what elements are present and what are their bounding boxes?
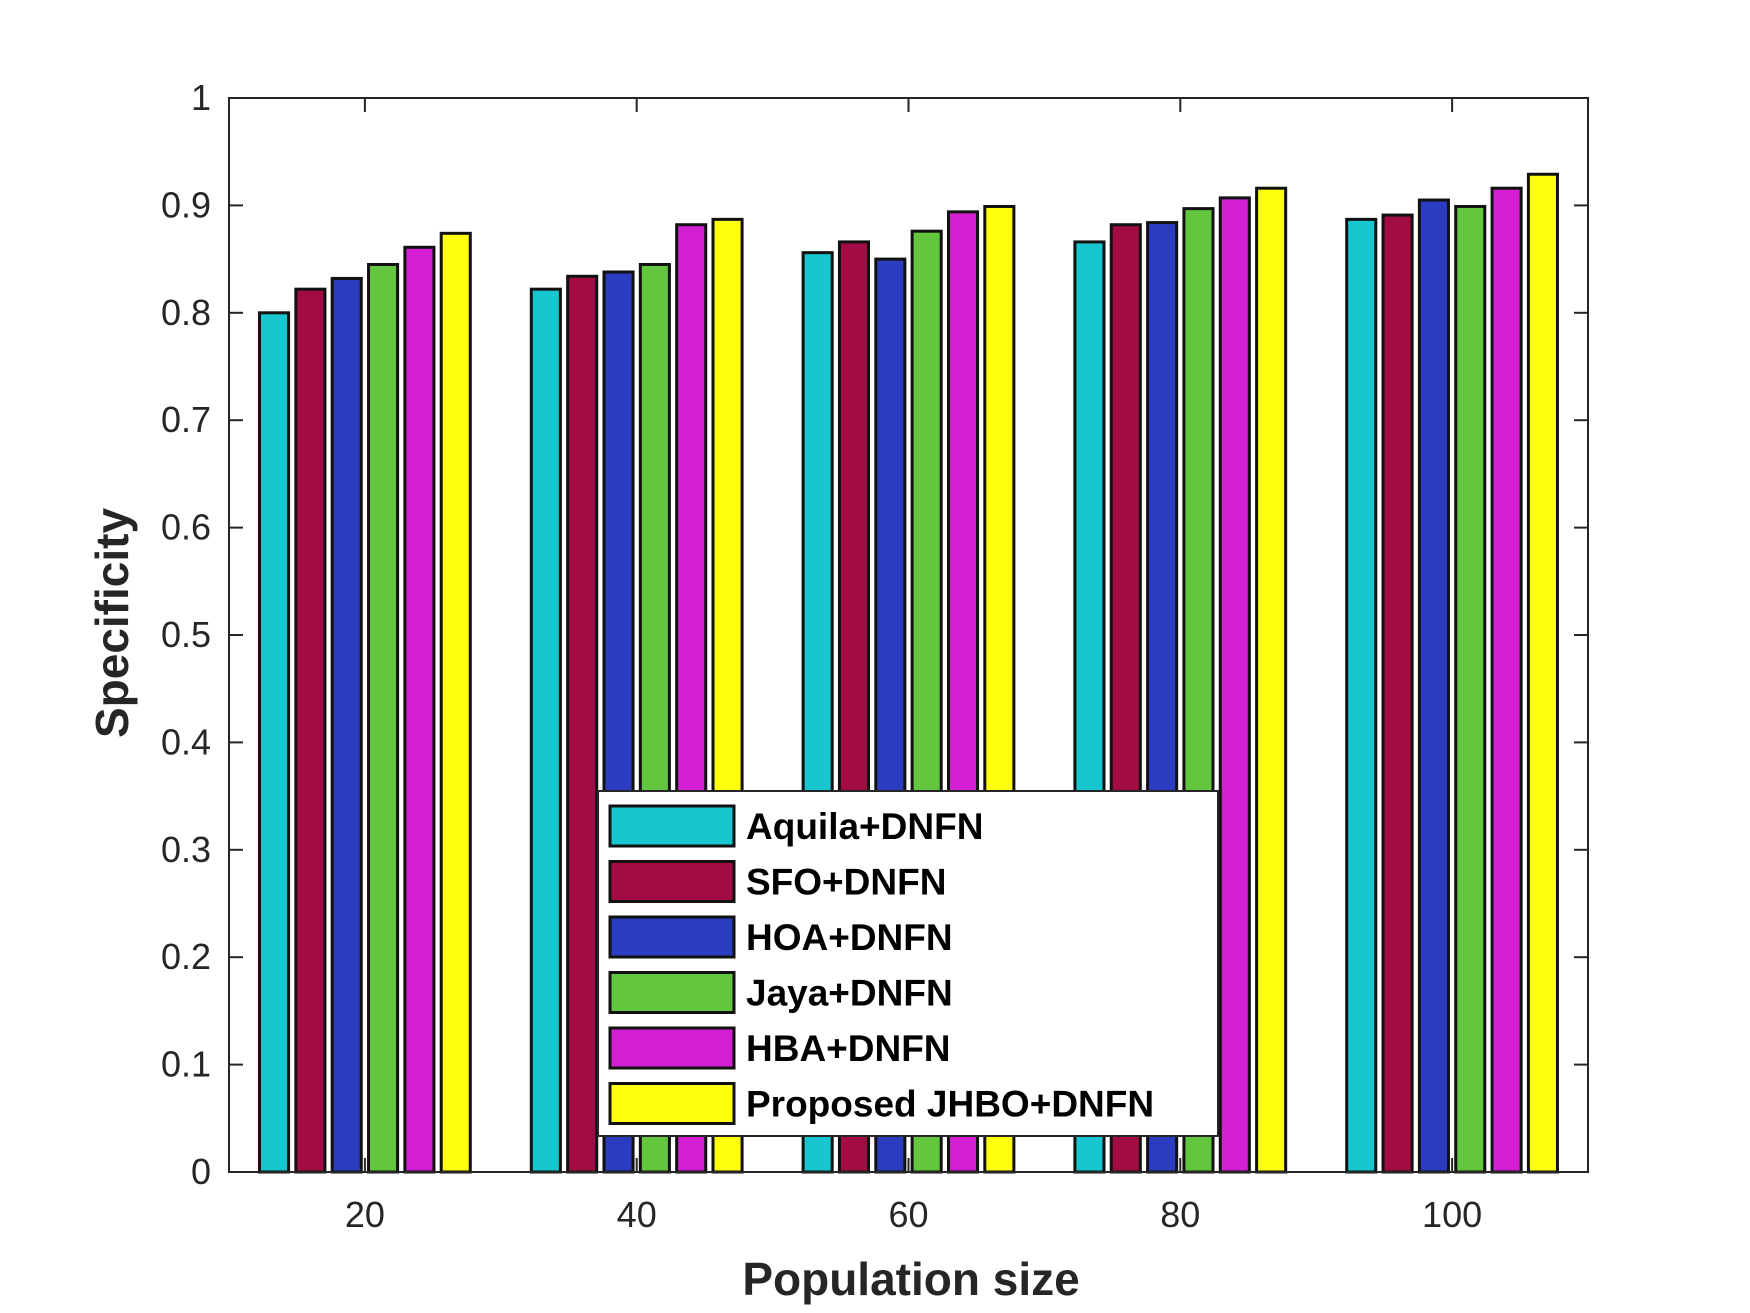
x-axis-title: Population size [742, 1253, 1079, 1305]
x-tick-label: 80 [1160, 1194, 1200, 1235]
bar-series-2-cat-100 [1381, 213, 1414, 1174]
bar-series-5-cat-100 [1490, 186, 1523, 1174]
y-tick-label: 0.9 [161, 184, 211, 225]
bar-series-3-cat-100 [1417, 198, 1450, 1174]
bar-series-6-cat-80 [1255, 186, 1288, 1174]
y-tick-label: 0.3 [161, 829, 211, 870]
legend-label-6: Proposed JHBO+DNFN [746, 1084, 1154, 1125]
legend-swatch-1 [608, 804, 736, 848]
bar-series-1-cat-40 [529, 287, 562, 1174]
legend-label-2: SFO+DNFN [746, 862, 946, 903]
y-tick-label: 0.8 [161, 292, 211, 333]
y-tick-label: 0.2 [161, 936, 211, 977]
bar-series-4-cat-100 [1454, 204, 1487, 1174]
legend-swatch-5 [608, 1026, 736, 1070]
bar-series-5-cat-20 [403, 245, 436, 1174]
bar-series-1-cat-100 [1345, 217, 1378, 1174]
y-tick-label: 0.4 [161, 721, 211, 762]
y-tick-label: 0.6 [161, 507, 211, 548]
legend-box [597, 790, 1219, 1137]
x-tick-label: 20 [345, 1194, 385, 1235]
y-tick-label: 0.5 [161, 614, 211, 655]
legend-swatch-2 [608, 860, 736, 903]
bar-series-3-cat-20 [330, 276, 363, 1174]
bar-series-1-cat-20 [258, 311, 291, 1174]
legend: Aquila+DNFN SFO+DNFN HOA+DNFN Jaya+DNFN HBA+… [597, 790, 1219, 1137]
legend-label-3: HOA+DNFN [746, 917, 953, 958]
y-tick-label: 1 [191, 77, 211, 118]
y-axis-ticks: 0 0.1 0.2 0.3 0.4 0.5 0.6 0.7 0.8 0.9 1 [161, 77, 1588, 1192]
legend-swatch-6 [608, 1082, 736, 1125]
x-tick-label: 100 [1422, 1194, 1482, 1235]
bar-series-2-cat-20 [294, 287, 327, 1174]
legend-swatch-3 [608, 915, 736, 959]
x-tick-label: 60 [888, 1194, 928, 1235]
bar-series-2-cat-40 [566, 274, 599, 1174]
bar-series-4-cat-20 [367, 262, 400, 1174]
y-tick-label: 0.1 [161, 1044, 211, 1085]
legend-swatch-4 [608, 971, 736, 1014]
legend-label-5: HBA+DNFN [746, 1028, 951, 1069]
bar-series-6 [439, 172, 1559, 1174]
bar-series-6-cat-20 [439, 231, 472, 1174]
y-axis-title: Specificity [86, 508, 138, 739]
x-axis-ticks: 20 40 60 80 100 [345, 98, 1482, 1235]
legend-label-1: Aquila+DNFN [746, 806, 983, 847]
legend-label-4: Jaya+DNFN [746, 973, 953, 1014]
y-tick-label: 0 [191, 1151, 211, 1192]
x-tick-label: 40 [617, 1194, 657, 1235]
bar-series-6-cat-100 [1526, 172, 1559, 1174]
y-tick-label: 0.7 [161, 399, 211, 440]
bar-series-5-cat-80 [1218, 196, 1251, 1174]
